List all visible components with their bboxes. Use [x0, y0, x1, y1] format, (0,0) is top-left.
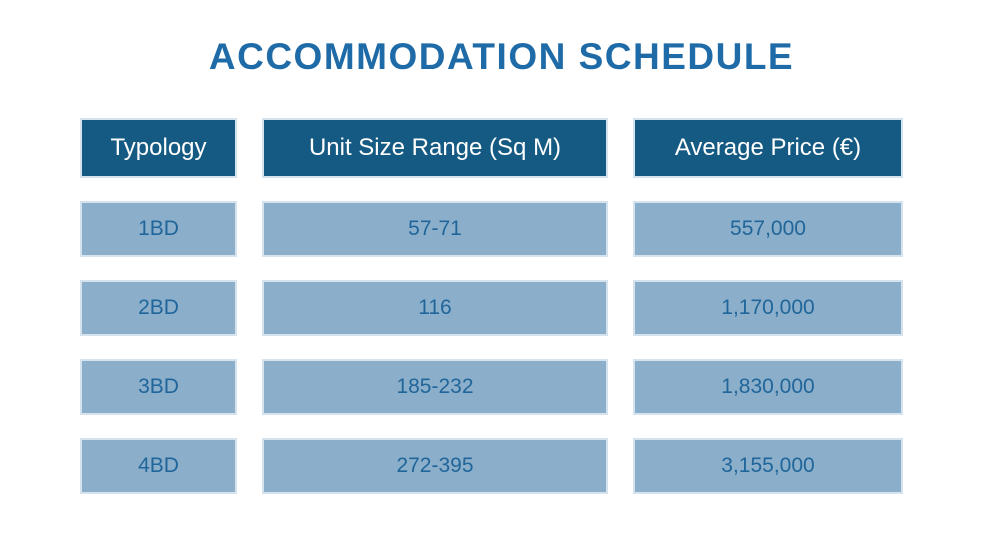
cell-3bd-size: 185-232	[262, 359, 608, 415]
header-cell-unit-size-range: Unit Size Range (Sq M)	[262, 118, 608, 178]
page-title: ACCOMMODATION SCHEDULE	[208, 36, 795, 77]
cell-4bd-price: 3,155,000	[633, 438, 903, 494]
header-cell-typology: Typology	[80, 118, 237, 178]
cell-3bd-price: 1,830,000	[633, 359, 903, 415]
cell-2bd-price: 1,170,000	[633, 280, 903, 336]
header-cell-average-price: Average Price (€)	[633, 118, 903, 178]
accommodation-table: Typology Unit Size Range (Sq M) Average …	[80, 118, 903, 494]
cell-2bd-size: 116	[262, 280, 608, 336]
cell-1bd-size: 57-71	[262, 201, 608, 257]
cell-1bd-typology: 1BD	[80, 201, 237, 257]
cell-4bd-size: 272-395	[262, 438, 608, 494]
cell-2bd-typology: 2BD	[80, 280, 237, 336]
cell-3bd-typology: 3BD	[80, 359, 237, 415]
cell-1bd-price: 557,000	[633, 201, 903, 257]
cell-4bd-typology: 4BD	[80, 438, 237, 494]
